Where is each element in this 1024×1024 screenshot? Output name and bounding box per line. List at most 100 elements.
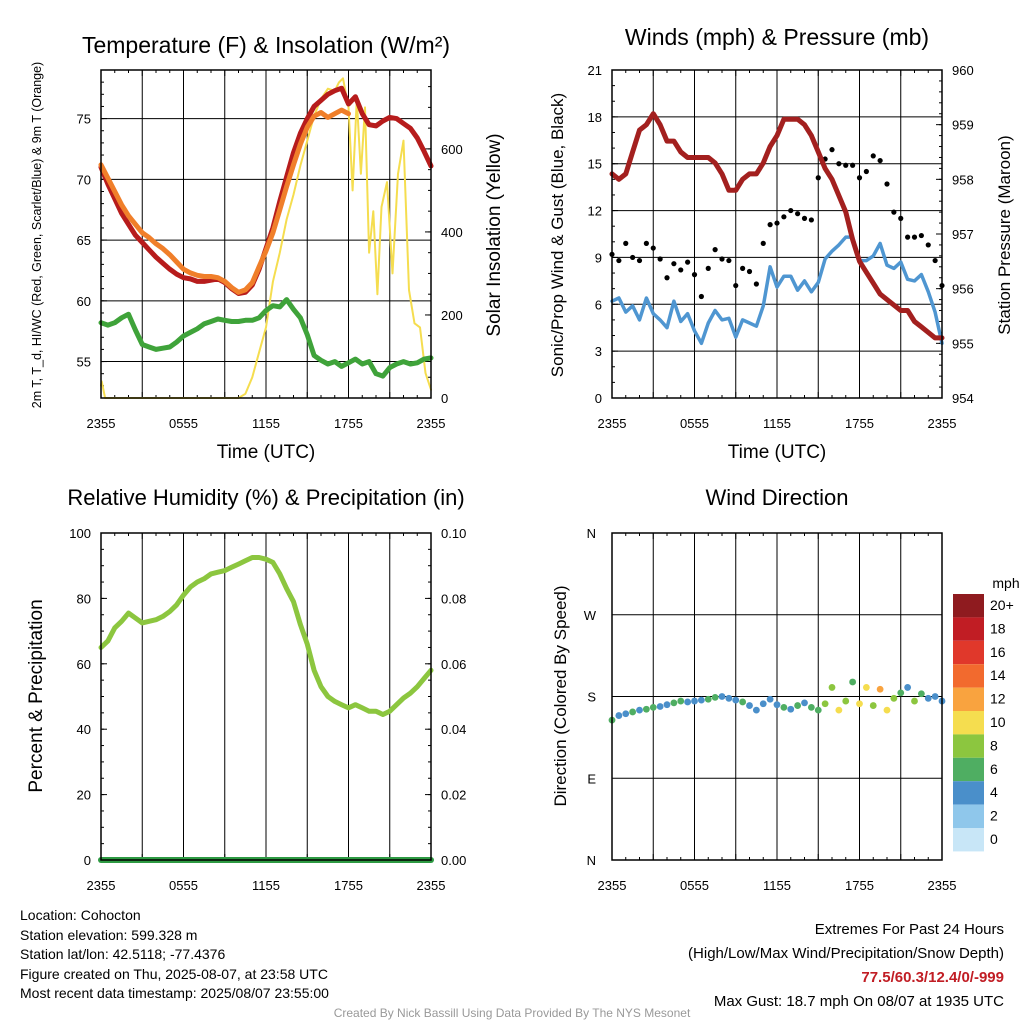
wind-direction-point: [890, 694, 898, 702]
series-relative-humidity: [98, 555, 434, 717]
gust-point: [671, 261, 677, 267]
y2-tick-label: 0.10: [441, 526, 466, 541]
gust-point: [746, 268, 753, 275]
wind-direction-point: [711, 694, 719, 701]
y-tick-label: 9: [595, 250, 602, 265]
y2-tick-label: 955: [952, 336, 974, 351]
legend-title: mph: [992, 575, 1019, 591]
y2-tick-label: 600: [441, 142, 463, 157]
gust-point: [905, 234, 911, 240]
wind-direction-point: [739, 698, 747, 706]
gust-point: [636, 257, 643, 264]
wind-direction-point: [787, 705, 795, 713]
wind-direction-point: [670, 699, 678, 707]
max-gust: Max Gust: 18.7 mph On 08/07 at 1935 UTC: [713, 993, 1004, 1010]
plot-frame: [611, 532, 943, 861]
x-tick-label: 1755: [845, 878, 874, 893]
wind-direction-point: [835, 706, 843, 714]
series-dewpoint: [98, 297, 434, 379]
gust-point: [623, 240, 629, 246]
wind-direction-point: [691, 697, 698, 705]
chart-title-temperature: Temperature (F) & Insolation (W/m²): [82, 32, 450, 58]
gust-point: [753, 281, 759, 287]
wind-direction-point: [642, 705, 650, 713]
wind-direction-point: [766, 695, 774, 703]
wind-direction-point: [732, 696, 740, 704]
chart-title-humidity: Relative Humidity (%) & Precipitation (i…: [67, 485, 464, 510]
gust-point: [808, 217, 814, 223]
y-tick-label: 18: [588, 110, 602, 125]
y2-tick-label: 958: [952, 172, 974, 187]
y-tick-label: 75: [77, 112, 91, 127]
gust-point: [836, 161, 842, 167]
x-tick-label: 0555: [169, 878, 198, 893]
wind-direction-point: [677, 697, 685, 705]
wind-direction-point: [897, 689, 905, 697]
wind-direction-point: [807, 704, 815, 711]
legend-label: 2: [990, 808, 998, 824]
gust-point: [726, 257, 732, 264]
gust-point: [664, 275, 670, 281]
y-tick-label: 70: [77, 172, 91, 187]
y-tick-label: W: [584, 608, 597, 623]
station-elevation: Station elevation: 599.328 m: [20, 926, 198, 943]
wind-direction-point: [752, 706, 760, 714]
legend-label: 6: [990, 761, 998, 777]
gust-point: [925, 242, 931, 248]
gust-point: [801, 215, 808, 221]
gust-point: [733, 282, 739, 289]
wind-direction-point: [842, 697, 850, 705]
y-tick-label: 20: [77, 788, 91, 803]
y-tick-label: 55: [77, 355, 91, 370]
wind-direction-point: [814, 706, 822, 714]
x-tick-label: 1155: [763, 416, 791, 431]
wind-direction-point: [931, 693, 939, 700]
wind-direction-point: [704, 695, 712, 703]
wind-direction-point: [636, 706, 643, 714]
x-axis-label: Time (UTC): [217, 442, 316, 463]
legend-label: 12: [990, 691, 1006, 707]
y-tick-label: 3: [595, 344, 602, 359]
gust-point: [774, 220, 780, 226]
gust-point: [898, 215, 904, 221]
x-tick-label: 2355: [928, 878, 957, 893]
x-tick-label: 1755: [845, 416, 874, 431]
wind-direction-point: [663, 701, 671, 709]
y-tick-label: 40: [77, 722, 91, 737]
x-tick-label: 0555: [680, 878, 709, 893]
gust-point: [891, 209, 897, 215]
wind-direction-point: [801, 699, 808, 707]
series-wind-speed: [610, 235, 944, 346]
y2-tick-label: 957: [952, 227, 974, 242]
gust-point: [691, 272, 698, 278]
wind-direction-point: [615, 712, 623, 719]
y-tick-label: N: [587, 526, 596, 541]
gust-point: [932, 257, 938, 264]
series-9m-temperature: [98, 107, 351, 295]
legend-label: 0: [990, 831, 998, 847]
wind-direction-point: [911, 697, 918, 705]
x-tick-label: 1155: [252, 878, 280, 893]
y-tick-label: N: [587, 853, 596, 868]
gust-point: [856, 175, 863, 181]
y-tick-label: 60: [77, 294, 91, 309]
gust-point: [657, 256, 663, 262]
wind-direction-point: [718, 693, 726, 700]
gust-point: [630, 254, 636, 261]
gust-point: [705, 265, 711, 271]
gust-point: [829, 147, 835, 153]
legend-label: 18: [990, 620, 1006, 636]
y-tick-label: 21: [588, 63, 602, 78]
chart-title-wind-direction: Wind Direction: [705, 485, 848, 510]
x-tick-label: 1155: [252, 416, 280, 431]
wind-direction-point: [746, 702, 753, 709]
series-solar-insolation: [100, 77, 432, 399]
x-tick-label: 2355: [87, 878, 116, 893]
legend-swatch: [953, 687, 984, 711]
y-tick-label: E: [587, 771, 596, 786]
gust-point: [719, 256, 725, 262]
plot-frame: [100, 69, 432, 399]
x-tick-label: 2355: [928, 416, 957, 431]
gust-point: [843, 162, 849, 168]
legend-label: 10: [990, 714, 1006, 730]
